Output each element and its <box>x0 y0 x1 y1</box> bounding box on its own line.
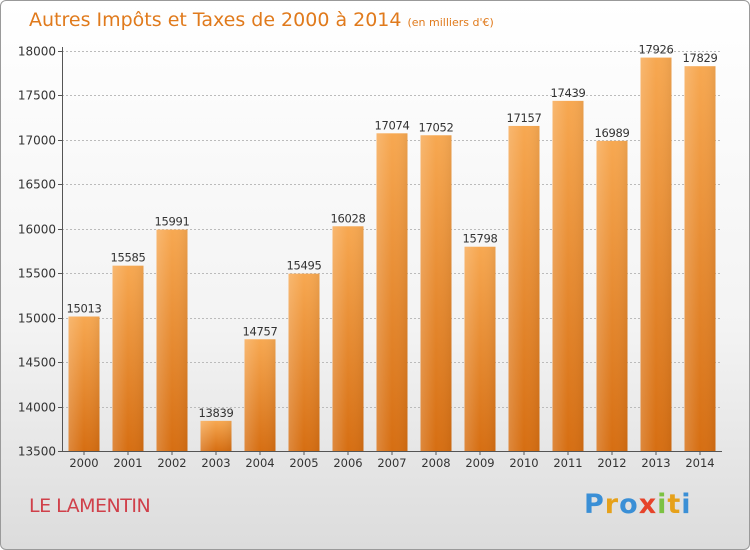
data-label: 15798 <box>462 232 497 246</box>
data-label: 15585 <box>110 251 145 265</box>
y-tick-label: 14000 <box>18 401 56 415</box>
bar-shine <box>200 420 232 451</box>
x-tick-label: 2005 <box>289 456 318 470</box>
bar-series <box>68 57 716 452</box>
chart-subtitle: (en milliers d'€) <box>407 16 494 29</box>
data-label: 17926 <box>638 43 673 57</box>
data-label: 16028 <box>330 211 365 225</box>
bar-shine <box>596 140 628 451</box>
data-label: 15495 <box>286 259 321 273</box>
data-label: 17439 <box>550 86 585 100</box>
bar-shine <box>684 66 716 451</box>
data-label: 17157 <box>506 111 541 125</box>
chart-title: Autres Impôts et Taxes de 2000 à 2014 (en… <box>29 9 494 31</box>
x-tick-label: 2000 <box>69 456 98 470</box>
data-label: 13839 <box>198 406 233 420</box>
proxiti-logo: Proxiti <box>584 489 692 520</box>
x-tick-label: 2008 <box>421 456 450 470</box>
place-name: LE LAMENTIN <box>29 495 151 517</box>
data-label: 17074 <box>374 118 409 132</box>
y-tick-label: 14500 <box>18 356 56 370</box>
y-tick-label: 16500 <box>18 178 56 192</box>
x-tick-label: 2001 <box>113 456 142 470</box>
data-label: 17829 <box>682 51 717 65</box>
x-tick-label: 2006 <box>333 456 362 470</box>
y-tick-label: 15500 <box>18 267 56 281</box>
y-tick-label: 17000 <box>18 134 56 148</box>
x-tick-label: 2011 <box>553 456 582 470</box>
x-tick-label: 2012 <box>597 456 626 470</box>
y-tick-label: 15000 <box>18 312 56 326</box>
bar-shine <box>552 100 584 451</box>
bar-shine <box>508 125 540 451</box>
bar-shine <box>464 246 496 451</box>
data-label: 17052 <box>418 120 453 134</box>
bar-shine <box>68 316 100 451</box>
x-tick-label: 2003 <box>201 456 230 470</box>
bar-shine <box>112 265 144 451</box>
data-label: 16989 <box>594 126 629 140</box>
x-tick-label: 2010 <box>509 456 538 470</box>
x-tick-label: 2004 <box>245 456 274 470</box>
bar-shine <box>244 339 276 451</box>
data-label: 15991 <box>154 215 189 229</box>
x-tick-label: 2013 <box>641 456 670 470</box>
y-tick-label: 13500 <box>18 445 56 459</box>
x-tick-label: 2007 <box>377 456 406 470</box>
x-tick-label: 2009 <box>465 456 494 470</box>
bar-shine <box>332 226 364 451</box>
data-labels: 15013 15585 15991 13839 14757 15495 16028 17074… <box>66 43 717 420</box>
bar-shine <box>288 273 320 451</box>
x-axis: 2000 2001 2002 2003 2004 2005 2006 2007 2008 2009… <box>62 451 722 470</box>
chart-title-text: Autres Impôts et Taxes de 2000 à 2014 <box>29 9 402 31</box>
y-tick-label: 18000 <box>18 45 56 59</box>
x-tick-label: 2014 <box>685 456 714 470</box>
bar-shine <box>640 57 672 451</box>
bar-shine <box>376 133 408 452</box>
data-label: 14757 <box>242 324 277 338</box>
bar-shine <box>420 135 452 451</box>
data-label: 15013 <box>66 302 101 316</box>
y-tick-label: 16000 <box>18 223 56 237</box>
y-tick-label: 17500 <box>18 89 56 103</box>
y-axis: 13500 14000 14500 15000 15500 16000 16500 17000… <box>18 45 63 459</box>
bar-shine <box>156 229 188 451</box>
x-tick-label: 2002 <box>157 456 186 470</box>
